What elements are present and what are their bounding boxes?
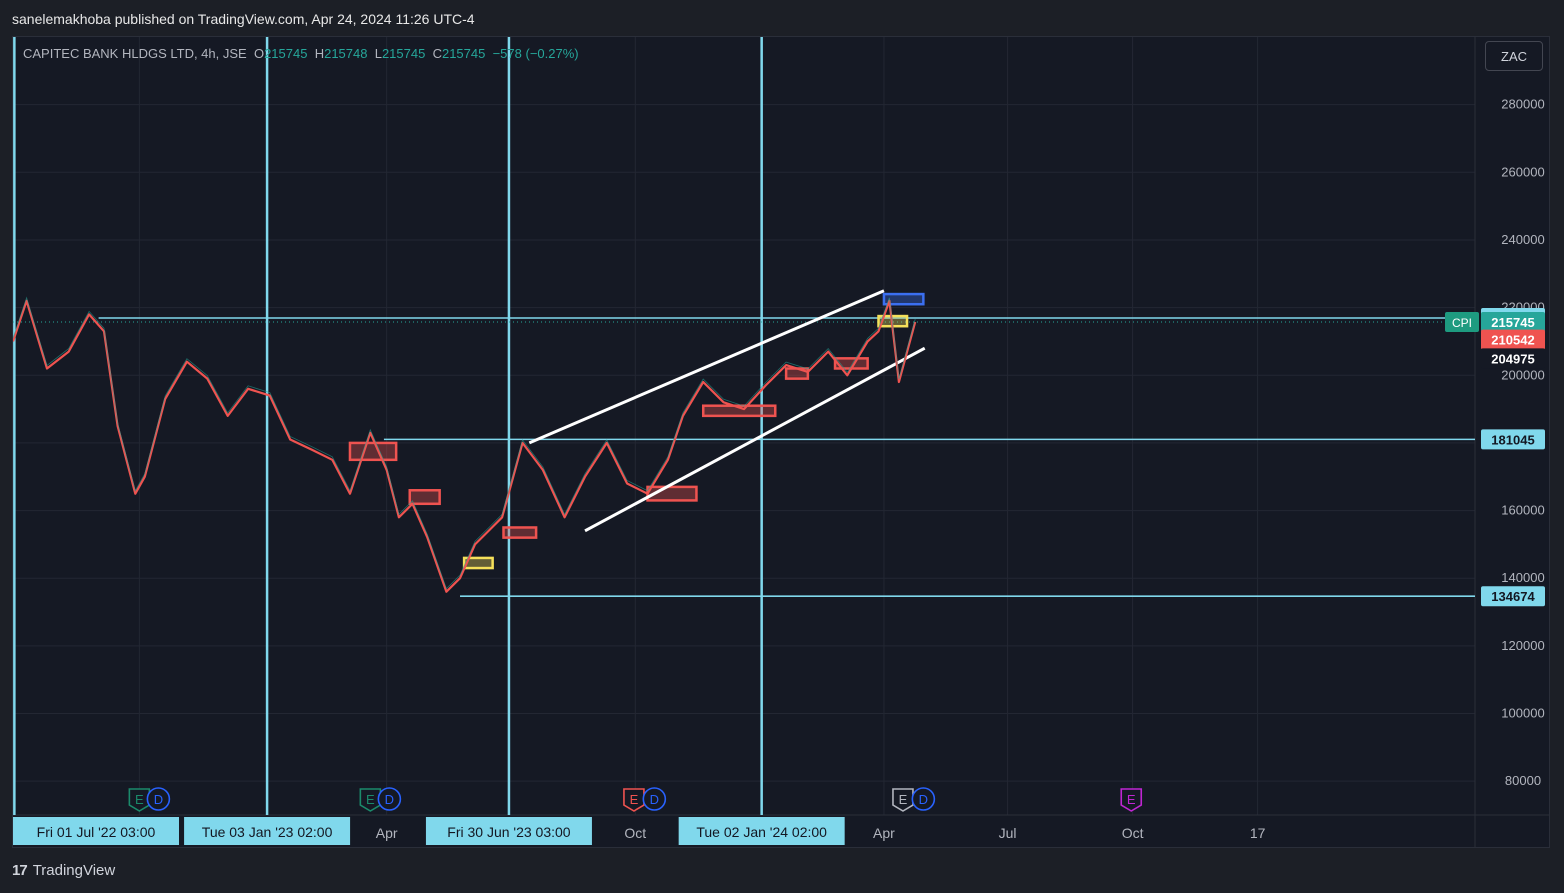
zone-yellow bbox=[462, 556, 494, 570]
legend-low: 215745 bbox=[381, 46, 426, 61]
footer: 17 TradingView bbox=[0, 848, 1564, 893]
price-badge-label: 204975 bbox=[1491, 351, 1534, 366]
legend-high-label: H bbox=[314, 46, 325, 61]
earnings-event-icon bbox=[1120, 788, 1143, 812]
y-tick-label: 140000 bbox=[1501, 570, 1544, 585]
event-label: D bbox=[385, 792, 394, 807]
x-tick-label: Apr bbox=[873, 825, 895, 841]
cpi-badge bbox=[1445, 312, 1479, 333]
date-badge-label: Tue 02 Jan '24 02:00 bbox=[696, 824, 827, 840]
price-badge-label: 210542 bbox=[1491, 333, 1534, 348]
earnings-event-icon bbox=[892, 788, 914, 812]
date-badge bbox=[678, 817, 845, 845]
legend-high: 215748 bbox=[324, 46, 368, 61]
dividend-event-icon bbox=[642, 787, 667, 811]
earnings-event-icon bbox=[623, 788, 645, 812]
zone-red bbox=[701, 404, 777, 418]
y-tick-label: 280000 bbox=[1501, 97, 1544, 112]
earnings-event-icon bbox=[128, 788, 151, 812]
y-tick-label: 260000 bbox=[1501, 164, 1544, 179]
event-label: E bbox=[630, 792, 639, 807]
y-tick-label: 120000 bbox=[1501, 638, 1544, 653]
chart-panel[interactable]: 8000010000012000014000016000018000020000… bbox=[12, 36, 1550, 848]
date-badge-label: Tue 03 Jan '23 02:00 bbox=[202, 824, 333, 840]
event-label: D bbox=[919, 792, 928, 807]
price-badge bbox=[1481, 429, 1545, 450]
tradingview-logo[interactable]: 17 TradingView bbox=[12, 862, 115, 879]
date-badge-label: Fri 30 Jun '23 03:00 bbox=[447, 824, 571, 840]
zone-red bbox=[408, 489, 441, 506]
price-badge bbox=[1481, 312, 1545, 333]
event-label: D bbox=[154, 792, 163, 807]
dividend-event-icon bbox=[377, 787, 402, 811]
x-tick-label: Jul bbox=[999, 825, 1017, 841]
earnings-event-icon bbox=[359, 788, 382, 812]
y-tick-label: 80000 bbox=[1505, 773, 1541, 788]
legend-close: 215745 bbox=[441, 46, 486, 61]
price-chart[interactable]: 8000010000012000014000016000018000020000… bbox=[13, 37, 1550, 848]
currency-button[interactable]: ZAC bbox=[1485, 41, 1543, 71]
tradingview-logo-icon: 17 bbox=[12, 862, 28, 879]
event-label: E bbox=[366, 792, 375, 807]
zone-red bbox=[348, 441, 398, 462]
event-label: D bbox=[650, 792, 659, 807]
zone-red bbox=[502, 526, 538, 539]
dividend-event-icon bbox=[146, 787, 171, 811]
y-tick-label: 160000 bbox=[1501, 503, 1544, 518]
legend-low-label: L bbox=[374, 46, 382, 61]
y-tick-label: 200000 bbox=[1501, 367, 1544, 382]
symbol-legend: CAPITEC BANK HLDGS LTD, 4h, JSE O215745 … bbox=[23, 46, 579, 61]
channel-line bbox=[528, 289, 885, 445]
dividend-event-icon bbox=[911, 787, 936, 811]
x-tick-label: Oct bbox=[1122, 825, 1144, 841]
price-badge-label: 181045 bbox=[1491, 432, 1534, 447]
event-label: E bbox=[135, 792, 144, 807]
legend-change: −578 (−0.27%) bbox=[492, 46, 579, 61]
publisher-line: sanelemakhoba published on TradingView.c… bbox=[12, 11, 475, 27]
top-bar: sanelemakhoba published on TradingView.c… bbox=[0, 0, 1564, 36]
date-badge bbox=[13, 817, 179, 845]
date-badge-label: Fri 01 Jul '22 03:00 bbox=[37, 824, 156, 840]
channel-line bbox=[584, 346, 926, 533]
price-badge-label: 215745 bbox=[1491, 315, 1534, 330]
legend-symbol: CAPITEC BANK HLDGS LTD, 4h, JSE bbox=[23, 46, 247, 61]
legend-open: 215745 bbox=[264, 46, 308, 61]
event-label: E bbox=[899, 792, 908, 807]
date-badge bbox=[425, 817, 592, 845]
price-series-line bbox=[13, 299, 917, 593]
legend-open-label: O bbox=[253, 46, 265, 61]
cpi-badge-label: CPI bbox=[1452, 316, 1472, 330]
x-tick-label: Apr bbox=[376, 825, 398, 841]
legend-close-label: C bbox=[432, 46, 442, 61]
x-tick-label: Oct bbox=[624, 825, 646, 841]
event-label: E bbox=[1127, 792, 1136, 807]
zone-blue bbox=[882, 292, 925, 306]
y-tick-label: 100000 bbox=[1501, 706, 1544, 721]
date-badge bbox=[184, 817, 351, 845]
brand-name: TradingView bbox=[32, 862, 116, 879]
price-badge bbox=[1481, 348, 1545, 369]
y-tick-label: 240000 bbox=[1501, 232, 1544, 247]
x-tick-label: 17 bbox=[1250, 825, 1266, 841]
price-badge bbox=[1481, 586, 1545, 607]
price-series-wick bbox=[13, 296, 916, 590]
price-badge-label: 134674 bbox=[1491, 589, 1535, 604]
price-badge bbox=[1481, 329, 1545, 350]
